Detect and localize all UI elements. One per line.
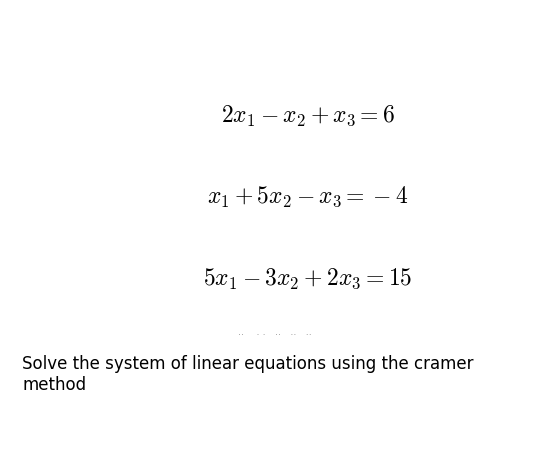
Text: $5x_1 - 3x_2 + 2x_3 = 15$: $5x_1 - 3x_2 + 2x_3 = 15$ bbox=[204, 266, 412, 290]
Text: Solve the system of linear equations using the cramer
method: Solve the system of linear equations usi… bbox=[22, 354, 474, 393]
Text: $x_1 + 5x_2 - x_3 = -4$: $x_1 + 5x_2 - x_3 = -4$ bbox=[207, 185, 409, 209]
Text: ..    . .   ..   ..   ..: .. . . .. .. .. bbox=[238, 326, 312, 336]
Text: $2x_1 - x_2 + x_3 = 6$: $2x_1 - x_2 + x_3 = 6$ bbox=[221, 104, 395, 128]
